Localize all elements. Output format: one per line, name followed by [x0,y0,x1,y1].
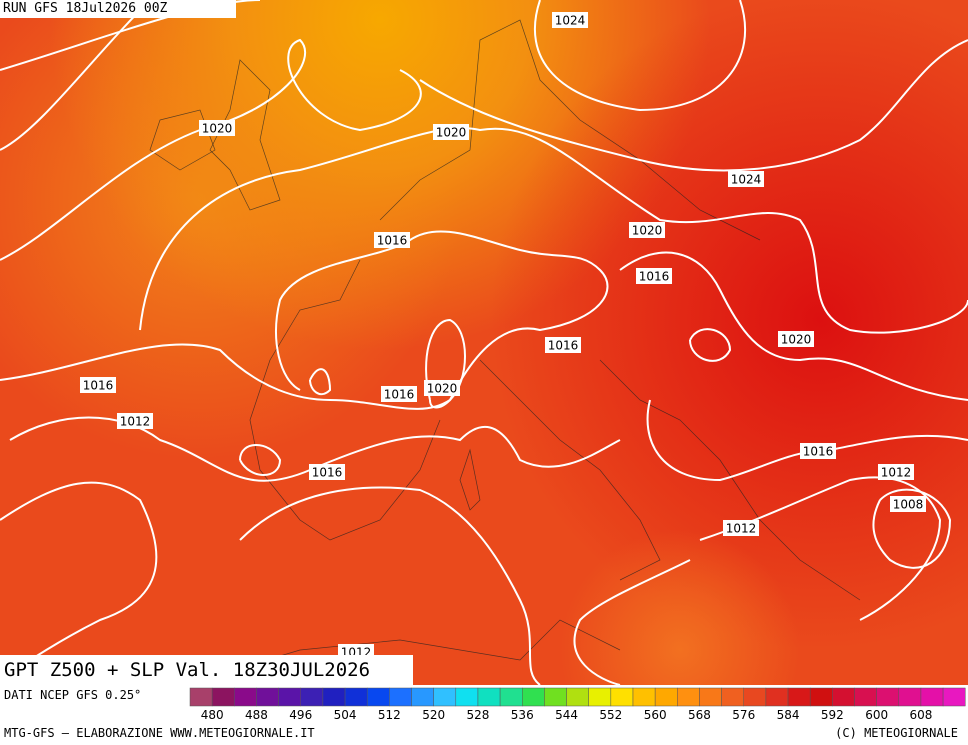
colorbar-swatch [278,687,302,707]
colorbar-swatch [455,687,479,707]
isobar-label-box [545,337,581,353]
colorbar-tick-label: 592 [821,708,844,722]
colorbar-tick-label: 584 [777,708,800,722]
colorbar-tick-label: 488 [245,708,268,722]
colorbar-tick-label: 504 [334,708,357,722]
colorbar-tick-label: 544 [555,708,578,722]
colorbar-tick-label: 480 [201,708,224,722]
colorbar-swatch [588,687,612,707]
colorbar-swatch [809,687,833,707]
data-source: DATI NCEP GFS 0.25° [4,688,142,702]
colorbar-swatch [499,687,523,707]
isobar-label: 1020 [436,126,467,140]
colorbar-swatch [544,687,567,707]
colorbar-tick-label: 552 [599,708,622,722]
isobar-label: 1020 [202,122,233,136]
colorbar-swatch [300,687,324,707]
isobar-label: 1016 [639,270,670,284]
colorbar-tick-label: 520 [422,708,445,722]
isobar-label: 1016 [384,388,415,402]
colorbar-tick-label: 560 [644,708,667,722]
isobar-label: 1020 [632,224,663,238]
colorbar-swatch [876,687,900,707]
isobar-label: 1012 [120,415,151,429]
map-title: GPT Z500 + SLP Val. 18Z30JUL2026 [0,655,413,685]
colorbar-swatch [699,687,722,707]
isobar-label-box [309,464,345,480]
colorbar-tick-label: 576 [732,708,755,722]
isobar-label-box [800,443,836,459]
colorbar-tick-label: 528 [466,708,489,722]
isobar-label-box [878,464,914,480]
colorbar-tick-label: 608 [909,708,932,722]
colorbar-tick-label: 536 [511,708,534,722]
isobar-label: 1024 [731,173,762,187]
isobar-label-box [778,331,814,347]
colorbar-swatch [743,687,767,707]
colorbar-swatch [610,687,634,707]
colorbar-swatch [654,687,678,707]
isobar-label-box [80,377,116,393]
isobar-label: 1008 [893,498,924,512]
colorbar-swatch [344,687,368,707]
colorbar-swatch [322,687,346,707]
colorbar-swatch [234,687,257,707]
isobar-label-box [728,171,764,187]
colorbar-swatch [256,687,279,707]
isobar-label-box [117,413,153,429]
footer-credit: MTG-GFS — ELABORAZIONE WWW.METEOGIORNALE… [4,726,315,740]
isobar-label: 1020 [427,382,458,396]
colorbar-swatch [765,687,789,707]
isobar-label: 1012 [881,466,912,480]
colorbar-swatch [898,687,922,707]
colorbar-swatch [411,687,434,707]
colorbar-swatch [211,687,235,707]
map: 1024 1020 1020 1024 1016 1020 1016 1016 1020 1016… [0,0,968,685]
colorbar-tick-label: 600 [865,708,888,722]
colorbar-swatch [832,687,855,707]
isobar-label: 1020 [781,333,812,347]
isobar-label-box [890,496,926,512]
colorbar-swatch [477,687,501,707]
isobar-label-box [629,222,665,238]
colorbar-tick-label: 512 [378,708,401,722]
isobar-label-box [374,232,410,248]
colorbar-swatch [721,687,744,707]
colorbar-swatch [942,687,966,707]
isobar-label: 1016 [312,466,343,480]
isobar-label: 1024 [555,14,586,28]
colorbar-swatch [566,687,589,707]
isobar-labels: 1024 1020 1020 1024 1016 1020 1016 1016 1020 1016… [80,12,926,660]
colorbar-swatch [522,687,545,707]
isobar-label: 1016 [803,445,834,459]
colorbar-swatch [787,687,811,707]
colorbar-swatch [389,687,412,707]
isobar-label: 1016 [548,339,579,353]
warm-area [0,0,968,685]
colorbar-swatch [920,687,944,707]
colorbar-swatch [854,687,877,707]
colorbar-swatch [632,687,656,707]
isobar-label: 1016 [377,234,408,248]
colorbar-swatch [189,687,213,707]
isobar-label-box [433,124,469,140]
colorbar-tick-label: 496 [289,708,312,722]
isobar-label-box [636,268,672,284]
colorbar-swatch [677,687,700,707]
isobar-label: 1016 [83,379,114,393]
run-label: RUN GFS 18Jul2026 00Z [0,0,236,18]
colorbar-tick-label: 568 [688,708,711,722]
isobar-label-box [381,386,417,402]
footer-copyright: (C) METEOGIORNALE [835,726,958,740]
colorbar-swatch [366,687,390,707]
colorbar-swatch [433,687,457,707]
isobars [0,0,968,685]
colorbar: 480 488 496 504 512 520 528 536 544 552 560 568 576 5… [189,687,966,722]
isobar-label-box [424,380,460,396]
isobar-label-box [723,520,759,536]
isobar-label: 1012 [726,522,757,536]
isobar-label-box [552,12,588,28]
isobar-label-box [199,120,235,136]
